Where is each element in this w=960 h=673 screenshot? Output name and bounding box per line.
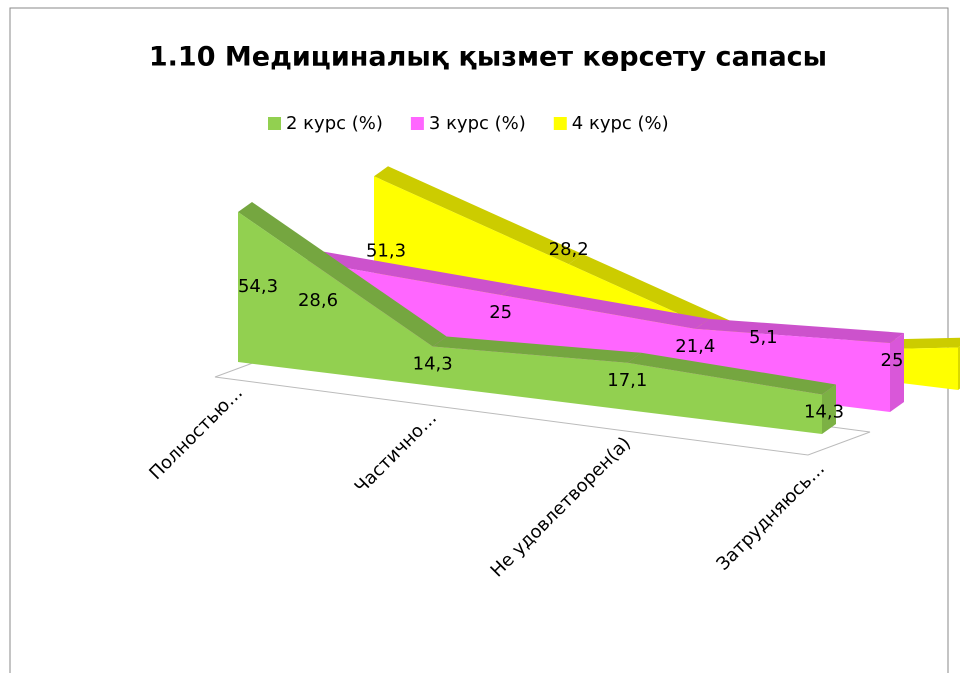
value-label: 54,3: [238, 276, 278, 297]
area-top: [695, 318, 904, 343]
area-top: [306, 250, 515, 295]
value-label: 14,3: [804, 401, 844, 422]
value-label: 14,3: [413, 353, 453, 374]
value-label: 5,1: [749, 327, 778, 348]
area-top: [627, 352, 836, 395]
area: [238, 212, 822, 434]
value-label: 51,3: [366, 240, 406, 261]
area-side: [890, 332, 904, 412]
legend-label: 4 курс (%): [572, 113, 669, 134]
legend-swatch: [268, 117, 281, 130]
area-top: [432, 336, 642, 363]
value-label: 21,4: [675, 336, 715, 357]
area-top: [238, 202, 447, 347]
area-side: [822, 384, 836, 434]
area-top: [374, 166, 583, 265]
value-label: 17,1: [607, 370, 647, 391]
legend-label: 3 курс (%): [429, 113, 526, 134]
legend-swatch: [410, 117, 424, 130]
value-label: 25: [881, 350, 904, 371]
legend-label: 2 курс (%): [286, 113, 383, 134]
value-label: 25: [489, 302, 512, 323]
value-label: 28,2: [549, 239, 589, 260]
value-label: 28,6: [298, 290, 338, 311]
area-top: [500, 284, 710, 329]
chart-title: 1.10 Медициналық қызмет көрсету сапасы: [149, 42, 827, 73]
legend-swatch: [553, 117, 567, 130]
